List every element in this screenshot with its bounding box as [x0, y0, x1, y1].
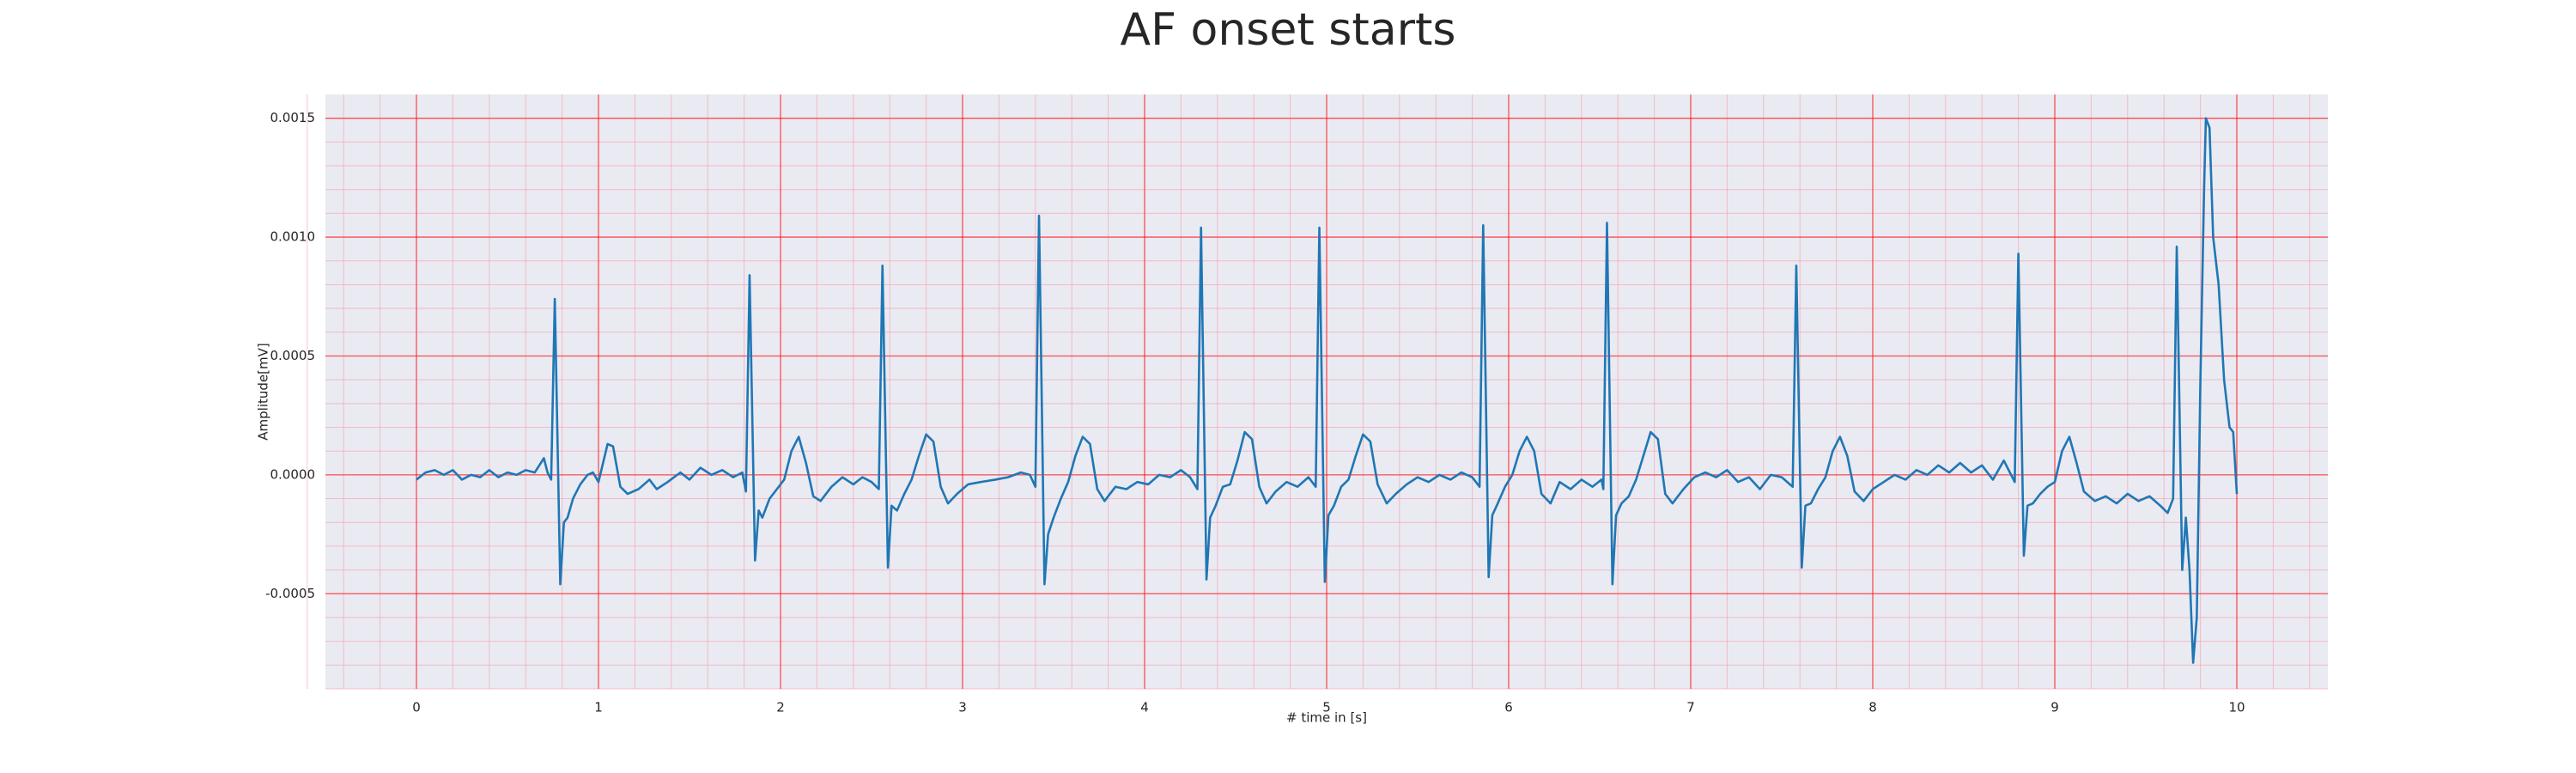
y-tick-label: 0.0000	[270, 466, 316, 482]
x-tick-label: 0	[412, 700, 421, 715]
y-tick-label: -0.0005	[265, 586, 315, 601]
x-tick-label: 10	[2228, 700, 2245, 715]
x-tick-label: 1	[594, 700, 603, 715]
y-axis-label: Amplitude[mV]	[256, 343, 271, 440]
x-axis-label: # time in [s]	[1286, 710, 1367, 726]
y-tick-label: 0.0005	[270, 348, 316, 363]
y-tick-label: 0.0015	[270, 110, 316, 125]
chart-title: AF onset starts	[1121, 4, 1456, 56]
x-tick-label: 4	[1140, 700, 1149, 715]
x-tick-label: 5	[1322, 700, 1331, 715]
x-tick-label: 2	[776, 700, 785, 715]
x-tick-label: 9	[2050, 700, 2059, 715]
x-tick-label: 3	[958, 700, 967, 715]
y-tick-label: 0.0010	[270, 229, 316, 245]
x-tick-label: 8	[1868, 700, 1877, 715]
ecg-line	[416, 117, 2239, 664]
x-tick-label: 6	[1504, 700, 1513, 715]
x-tick-label: 7	[1686, 700, 1695, 715]
